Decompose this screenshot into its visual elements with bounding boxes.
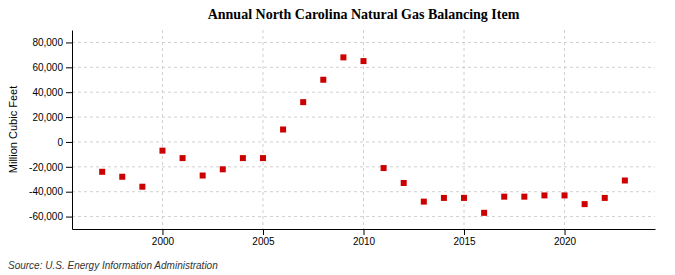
tick: 20,000 (32, 112, 72, 123)
grid-line (72, 141, 655, 142)
tick-mark (162, 229, 163, 235)
tick-label: 2020 (554, 236, 577, 247)
annotation: Source: U.S. Energy Information Administ… (8, 260, 218, 271)
point (240, 155, 246, 161)
grid-line (162, 30, 163, 229)
tick-mark (565, 229, 566, 235)
point (180, 155, 186, 161)
point (280, 127, 286, 133)
tick-mark (263, 229, 264, 235)
point (340, 54, 346, 60)
tick: -40,000 (29, 186, 72, 197)
point (200, 173, 206, 179)
tick-label: 2000 (152, 236, 175, 247)
point (260, 155, 266, 161)
point (320, 77, 326, 83)
point (119, 174, 125, 180)
tick-label: 2005 (252, 236, 275, 247)
tick: 2005 (252, 229, 275, 247)
point (361, 58, 367, 64)
axis-line (72, 31, 73, 230)
y-axis-label: Million Cubic Feet (7, 86, 19, 173)
title: Annual North Carolina Natural Gas Balanc… (208, 7, 520, 22)
grid (72, 30, 655, 229)
tick: -60,000 (29, 211, 72, 222)
point (220, 166, 226, 172)
tick: 2000 (152, 229, 175, 247)
tick-mark (66, 192, 72, 193)
tick: 0 (57, 137, 72, 148)
grid-line (262, 30, 263, 229)
point (441, 195, 447, 201)
point (300, 99, 306, 105)
grid-line (72, 166, 655, 167)
point (602, 195, 608, 201)
tick-mark (66, 42, 72, 43)
tick: 80,000 (32, 37, 72, 48)
tick-mark (66, 117, 72, 118)
point (481, 210, 487, 216)
point (421, 199, 427, 205)
tick-mark (66, 167, 72, 168)
point (501, 194, 507, 200)
y-axis: -60,000 -40,000 -20,000 0 20,000 40,000 60,000… (29, 31, 72, 230)
tick: -20,000 (29, 162, 72, 173)
grid-line (564, 30, 565, 229)
tick: 2010 (353, 229, 376, 247)
tick: 40,000 (32, 87, 72, 98)
tick: 60,000 (32, 62, 72, 73)
plot-area: 2000 2005 2010 2015 2020 -60,000 -40,000 -20,00… (29, 30, 655, 247)
tick-label: 20,000 (32, 112, 63, 123)
tick-label: 0 (57, 137, 63, 148)
tick-label: -60,000 (29, 211, 63, 222)
tick-label: -20,000 (29, 162, 63, 173)
tick-label: 2010 (353, 236, 376, 247)
point (139, 184, 145, 190)
chart: 2000 2005 2010 2015 2020 -60,000 -40,000 -20,00… (0, 0, 675, 275)
point (461, 195, 467, 201)
tick-label: -40,000 (29, 186, 63, 197)
point (521, 194, 527, 200)
tick-mark (364, 229, 365, 235)
tick-mark (66, 217, 72, 218)
point (401, 180, 407, 186)
point (582, 201, 588, 207)
point (622, 177, 628, 183)
tick: 2015 (453, 229, 476, 247)
point (541, 192, 547, 198)
tick-label: 2015 (453, 236, 476, 247)
tick-label: 80,000 (32, 37, 63, 48)
tick-mark (464, 229, 465, 235)
tick-mark (66, 92, 72, 93)
points (99, 54, 628, 215)
point (99, 169, 105, 175)
point (159, 148, 165, 154)
x-axis: 2000 2005 2010 2015 2020 (73, 229, 656, 247)
tick-mark (66, 142, 72, 143)
point (381, 165, 387, 171)
tick: 2020 (554, 229, 577, 247)
tick-mark (66, 67, 72, 68)
tick-label: 60,000 (32, 62, 63, 73)
point (562, 192, 568, 198)
tick-label: 40,000 (32, 87, 63, 98)
